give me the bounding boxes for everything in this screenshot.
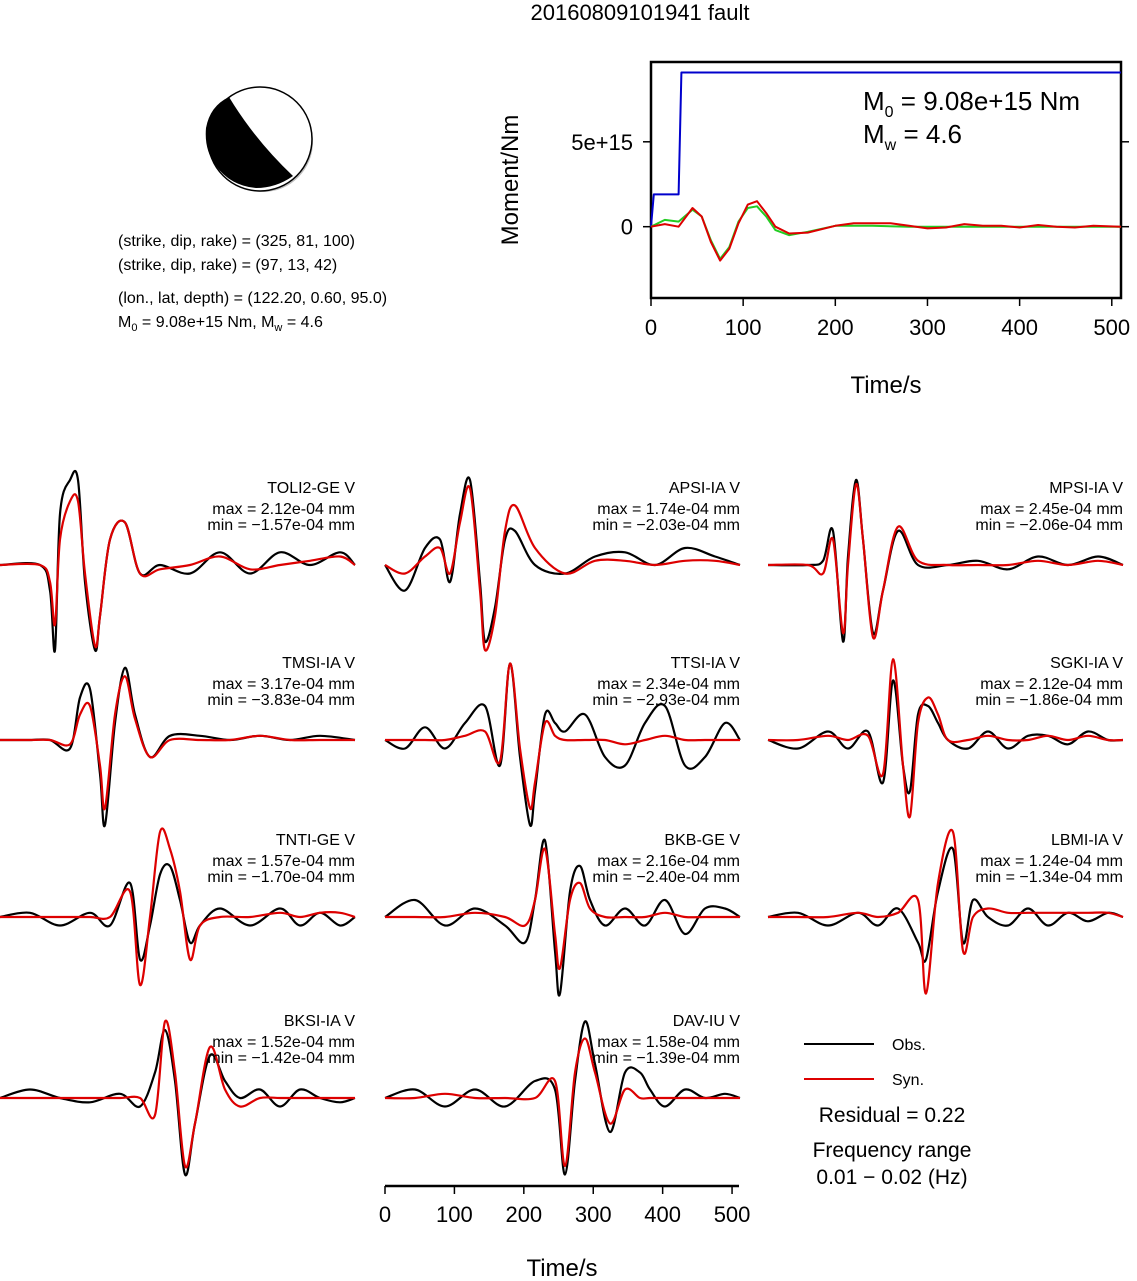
station-min-8: min = −1.34e-04 mm [975, 869, 1123, 886]
station-label-5: SGKI-IA V [1050, 655, 1123, 672]
syn-trace-2 [767, 483, 1124, 640]
station-max-1: max = 1.74e-04 mm [597, 501, 740, 518]
nodal-plane-2: (strike, dip, rake) = (97, 13, 42) [118, 257, 337, 274]
syn-trace-7 [385, 847, 740, 971]
station-label-2: MPSI-IA V [1049, 480, 1123, 497]
station-max-6: max = 1.57e-04 mm [212, 853, 355, 870]
moment-magnitude-label: M0 = 9.08e+15 Nm, Mw = 4.6 [118, 314, 323, 334]
obs-trace-6 [0, 863, 356, 962]
waveform-x-axis-label: Time/s [526, 1255, 597, 1281]
moment-x-tick-label-1: 100 [725, 315, 762, 340]
station-max-5: max = 2.12e-04 mm [980, 676, 1123, 693]
moment-series-2 [650, 200, 1122, 262]
station-min-6: min = −1.70e-04 mm [207, 869, 355, 886]
moment-series-1 [650, 205, 1121, 260]
station-max-9: max = 1.52e-04 mm [212, 1034, 355, 1051]
station-min-3: min = −3.83e-04 mm [207, 692, 355, 709]
station-label-4: TTSI-IA V [671, 655, 741, 672]
nodal-plane-1: (strike, dip, rake) = (325, 81, 100) [118, 233, 355, 250]
legend-syn-label: Syn. [892, 1072, 924, 1089]
syn-trace-0 [0, 493, 356, 649]
station-label-6: TNTI-GE V [276, 832, 355, 849]
station-label-1: APSI-IA V [669, 480, 740, 497]
waveform-x-tick-label-3: 300 [575, 1202, 612, 1227]
moment-y-tick-label-0: 0 [621, 215, 633, 240]
station-label-3: TMSI-IA V [282, 655, 355, 672]
syn-trace-3 [0, 675, 355, 811]
waveform-time-axis: 0 100 200 300 400 500 Time/s [379, 1184, 751, 1281]
station-min-1: min = −2.03e-04 mm [592, 517, 740, 534]
syn-trace-8 [768, 828, 1124, 995]
syn-trace-1 [384, 485, 741, 652]
moment-series-0 [650, 71, 1121, 227]
moment-x-tick-label-3: 300 [909, 315, 946, 340]
legend: Obs. Syn. [804, 1037, 926, 1089]
moment-x-axis-label: Time/s [850, 372, 921, 399]
station-label-7: BKB-GE V [664, 832, 740, 849]
focal-mechanism-beachball [205, 86, 313, 192]
station-max-10: max = 1.58e-04 mm [597, 1034, 740, 1051]
waveform-x-tick-label-5: 500 [714, 1202, 751, 1227]
station-min-10: min = −1.39e-04 mm [592, 1050, 740, 1067]
station-label-9: BKSI-IA V [284, 1013, 355, 1030]
moment-x-tick-label-5: 500 [1093, 315, 1130, 340]
station-max-7: max = 2.16e-04 mm [597, 853, 740, 870]
station-max-4: max = 2.34e-04 mm [597, 676, 740, 693]
waveform-x-tick-label-0: 0 [379, 1202, 391, 1227]
moment-annotation-mw: Mw = 4.6 [863, 119, 962, 154]
station-max-2: max = 2.45e-04 mm [980, 501, 1123, 518]
station-min-0: min = −1.57e-04 mm [207, 517, 355, 534]
moment-x-tick-label-4: 400 [1001, 315, 1038, 340]
station-label-8: LBMI-IA V [1051, 832, 1123, 849]
figure-title: 20160809101941 fault [531, 0, 750, 25]
moment-function-chart: 0 100 200 300 400 500 0 5e+15 M0 = 9.08e+15 Nm… [497, 60, 1130, 399]
station-min-9: min = −1.42e-04 mm [207, 1050, 355, 1067]
moment-y-axis-label: Moment/Nm [497, 115, 524, 246]
frequency-label: Frequency range [813, 1139, 972, 1162]
station-max-0: max = 2.12e-04 mm [212, 501, 355, 518]
waveform-x-tick-label-1: 100 [436, 1202, 473, 1227]
syn-trace-4 [384, 662, 740, 811]
waveform-x-tick-label-2: 200 [505, 1202, 542, 1227]
moment-plot-frame [649, 60, 1123, 300]
moment-y-tick-label-1: 5e+15 [571, 130, 633, 155]
syn-trace-5 [767, 658, 1124, 819]
legend-obs-label: Obs. [892, 1037, 926, 1054]
frequency-value: 0.01 − 0.02 (Hz) [816, 1166, 967, 1189]
station-min-7: min = −2.40e-04 mm [592, 869, 740, 886]
obs-trace-10 [384, 1020, 741, 1176]
moment-annotation-m0: M0 = 9.08e+15 Nm [863, 86, 1080, 121]
syn-trace-10 [384, 1037, 740, 1168]
residual-label: Residual = 0.22 [819, 1104, 966, 1127]
station-min-4: min = −2.93e-04 mm [592, 692, 740, 709]
station-label-0: TOLI2-GE V [267, 480, 355, 497]
moment-x-tick-label-0: 0 [645, 315, 657, 340]
syn-trace-9 [0, 1019, 355, 1169]
moment-x-tick-label-2: 200 [817, 315, 854, 340]
waveform-x-tick-label-4: 400 [644, 1202, 681, 1227]
station-max-8: max = 1.24e-04 mm [980, 853, 1123, 870]
station-min-2: min = −2.06e-04 mm [975, 517, 1123, 534]
location-label: (lon., lat, depth) = (122.20, 0.60, 95.0… [118, 290, 387, 307]
syn-trace-6 [0, 827, 356, 987]
station-min-5: min = −1.86e-04 mm [975, 692, 1123, 709]
station-label-10: DAV-IU V [673, 1013, 741, 1030]
station-max-3: max = 3.17e-04 mm [212, 676, 355, 693]
